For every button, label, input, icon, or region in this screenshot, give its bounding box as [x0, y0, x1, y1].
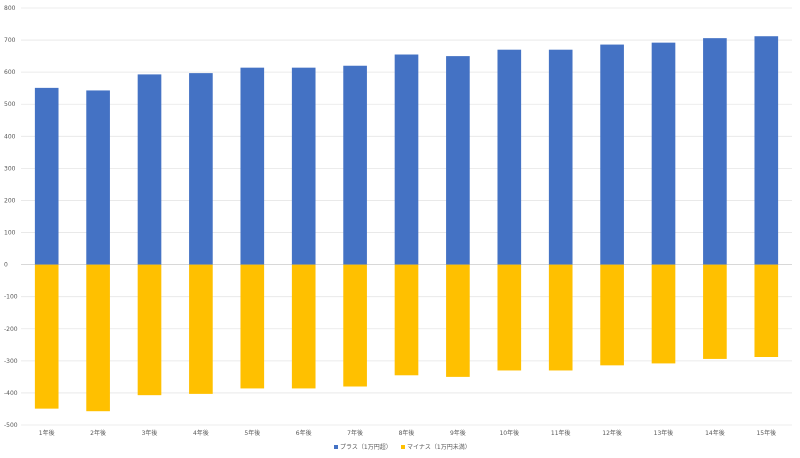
x-tick-label: 8年後	[399, 429, 415, 437]
bar-minus	[497, 264, 522, 371]
x-tick-label: 4年後	[193, 429, 209, 437]
bar-plus	[240, 67, 265, 265]
bar-plus	[34, 87, 59, 265]
bar-minus	[651, 264, 676, 364]
y-tick-label: 800	[4, 5, 16, 12]
legend-label: プラス（1万円超）	[340, 443, 392, 451]
bar-minus	[240, 264, 265, 389]
bar-plus	[446, 56, 470, 265]
bar-plus	[651, 42, 676, 265]
x-tick-label: 12年後	[602, 429, 622, 437]
y-axis: 800 700 600 500 400 300 200 100 0 -100 -200 -300 -40…	[4, 5, 18, 429]
x-tick-label: 9年後	[450, 429, 466, 437]
legend-swatch	[401, 445, 405, 449]
x-tick-label: 11年後	[551, 429, 571, 437]
y-tick-label: -300	[4, 358, 18, 365]
bar-plus	[137, 74, 162, 265]
bar-plus	[394, 54, 419, 265]
y-tick-label: 500	[4, 101, 16, 108]
bar-plus	[497, 49, 522, 265]
bars	[34, 36, 779, 412]
bar-plus	[548, 49, 573, 265]
y-tick-label: -100	[4, 294, 18, 301]
bar-minus	[394, 264, 419, 376]
bar-plus	[343, 65, 367, 265]
x-tick-label: 6年後	[296, 429, 312, 437]
y-tick-label: 200	[4, 197, 16, 204]
bar-minus	[703, 264, 727, 359]
bar-minus	[343, 264, 367, 387]
x-tick-label: 14年後	[705, 429, 725, 437]
y-tick-label: 0	[4, 262, 8, 269]
x-tick-label: 2年後	[90, 429, 106, 437]
x-tick-label: 15年後	[756, 429, 776, 437]
x-tick-label: 10年後	[499, 429, 519, 437]
y-tick-label: 600	[4, 69, 16, 76]
legend-label: マイナス（1万円未満）	[407, 443, 471, 451]
bar-plus	[291, 67, 316, 265]
bar-minus	[86, 264, 110, 412]
bar-minus	[291, 264, 316, 389]
bar-minus	[137, 264, 162, 396]
bar-plus	[189, 73, 213, 265]
y-tick-label: 400	[4, 133, 16, 140]
bar-plus	[86, 90, 110, 265]
bar-minus	[446, 264, 470, 377]
x-tick-label: 7年後	[347, 429, 363, 437]
y-tick-label: 100	[4, 230, 16, 237]
legend-swatch	[334, 445, 338, 449]
legend: プラス（1万円超） マイナス（1万円未満）	[334, 443, 471, 451]
bar-minus	[600, 264, 624, 366]
x-tick-label: 1年後	[39, 429, 55, 437]
x-tick-label: 13年後	[654, 429, 674, 437]
x-axis: 1年後 2年後 3年後 4年後 5年後 6年後 7年後 8年後 9年後 10年後 11年後 12年後 1…	[39, 429, 776, 437]
bar-plus	[600, 44, 624, 265]
bar-minus	[548, 264, 573, 371]
y-tick-label: -400	[4, 390, 18, 397]
bar-plus	[754, 36, 779, 265]
x-tick-label: 5年後	[244, 429, 260, 437]
bar-minus	[189, 264, 213, 394]
y-tick-label: -200	[4, 326, 18, 333]
bar-minus	[754, 264, 779, 357]
bar-minus	[34, 264, 59, 409]
x-tick-label: 3年後	[142, 429, 158, 437]
y-tick-label: -500	[4, 422, 18, 429]
bar-plus	[703, 38, 727, 265]
y-tick-label: 700	[4, 37, 16, 44]
y-tick-label: 300	[4, 165, 16, 172]
